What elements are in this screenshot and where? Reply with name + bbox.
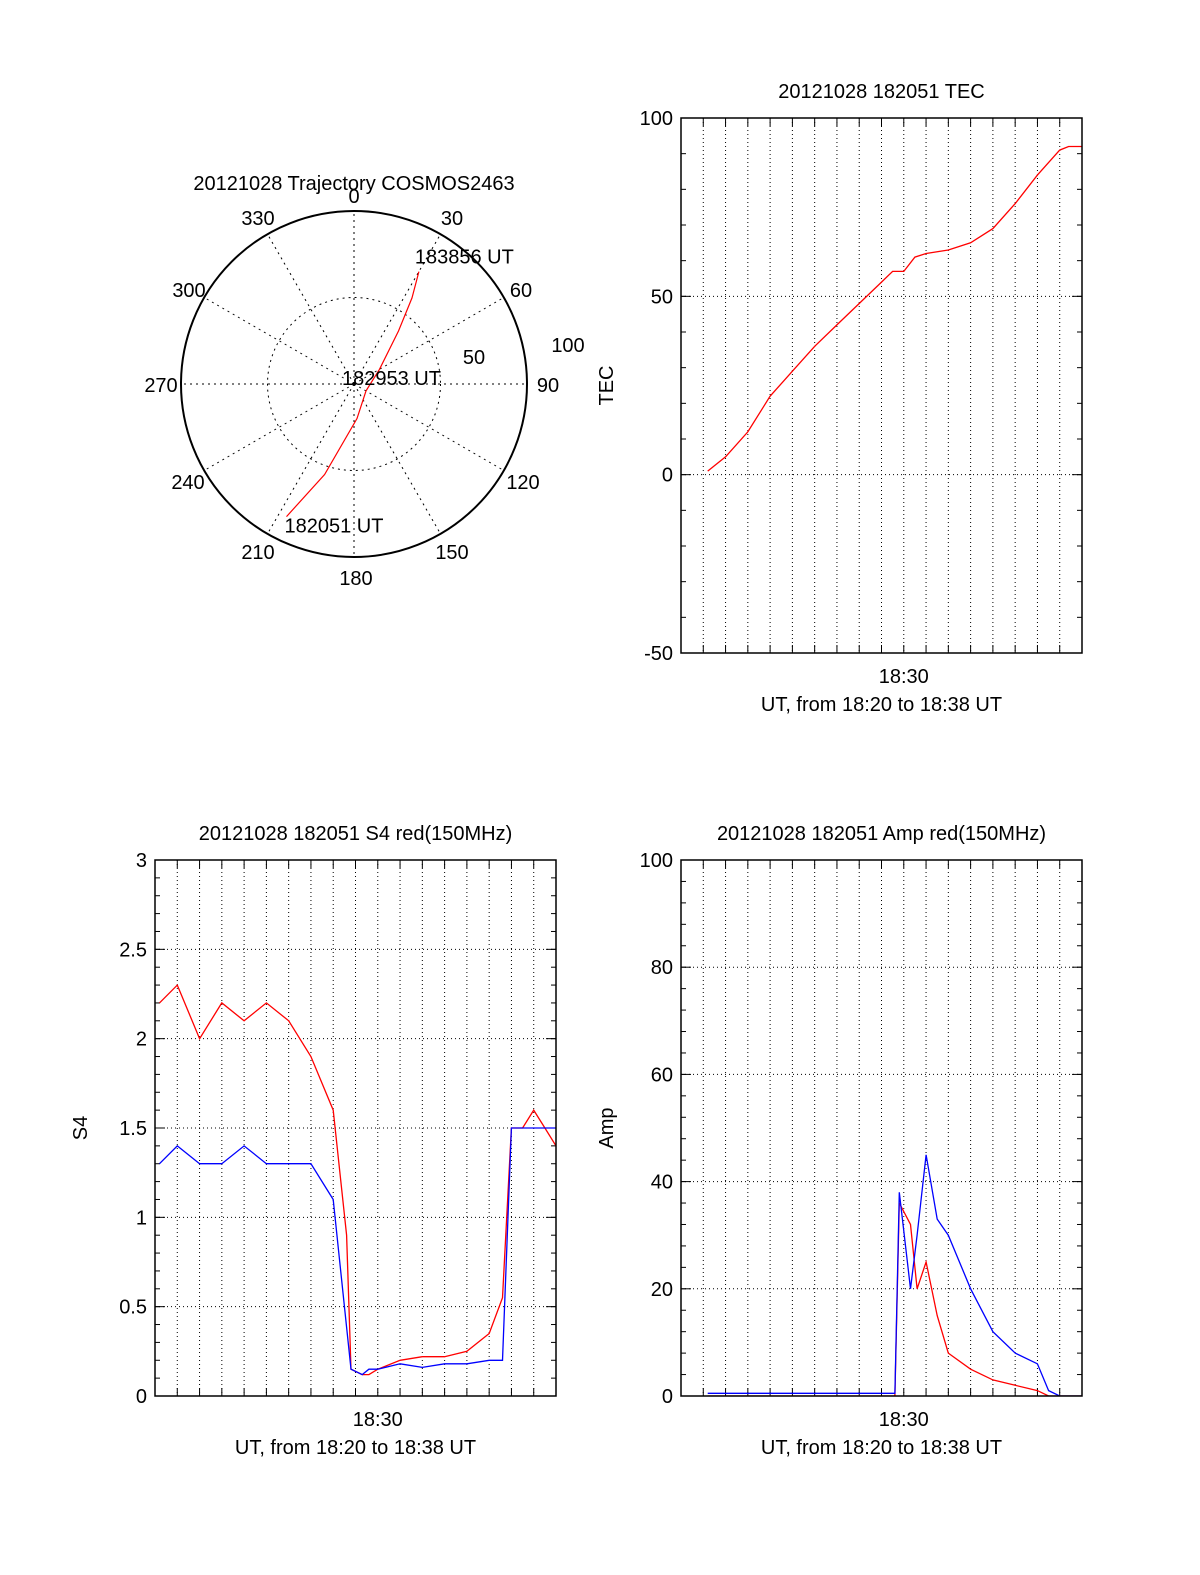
chart-title: 20121028 182051 Amp red(150MHz) bbox=[717, 823, 1046, 845]
tec-line bbox=[707, 145, 1082, 472]
y-tick-label: 50 bbox=[651, 286, 673, 308]
plot-frame bbox=[680, 117, 1083, 654]
polar-spoke bbox=[203, 297, 355, 385]
y-axis-label: S4 bbox=[70, 1116, 92, 1140]
polar-angle-label: 330 bbox=[241, 208, 274, 230]
y-tick-label: 0 bbox=[136, 1386, 147, 1408]
polar-angle-label: 0 bbox=[348, 186, 359, 208]
y-tick-label: 20 bbox=[651, 1279, 673, 1301]
x-axis-label: UT, from 18:20 to 18:38 UT bbox=[761, 694, 1002, 716]
y-axis-label: TEC bbox=[596, 366, 618, 406]
y-tick-label: 2 bbox=[136, 1029, 147, 1051]
tec-chart: 20121028 182051 TEC 100 50 0 -50 18:30 UT, fro… bbox=[596, 81, 1083, 716]
polar-spoke bbox=[203, 383, 355, 471]
red-series-line bbox=[707, 1202, 1082, 1396]
polar-spoke bbox=[353, 383, 441, 535]
s4-chart: 20121028 182051 S4 red(150MHz) 3 2.5 2 1.5 1 0… bbox=[70, 823, 557, 1459]
chart-title: 20121028 Trajectory COSMOS2463 bbox=[193, 173, 514, 195]
amp-chart: 20121028 182051 Amp red(150MHz) 100 80 60 40… bbox=[596, 823, 1083, 1459]
chart-title: 20121028 182051 TEC bbox=[778, 81, 984, 103]
polar-outer-circle bbox=[180, 210, 528, 558]
y-tick-label: 0 bbox=[662, 1386, 673, 1408]
y-tick-label: 2.5 bbox=[119, 939, 147, 961]
polar-angle-label: 90 bbox=[537, 375, 559, 397]
y-tick-label: 100 bbox=[640, 108, 673, 130]
y-tick-label: 60 bbox=[651, 1064, 673, 1086]
x-tick-label: 18:30 bbox=[879, 1409, 929, 1431]
polar-spoke bbox=[353, 297, 505, 385]
y-tick-label: 3 bbox=[136, 850, 147, 872]
trajectory-line bbox=[286, 271, 420, 518]
polar-radial-label: 50 bbox=[463, 347, 485, 369]
polar-spoke bbox=[353, 383, 505, 471]
y-axis-label: Amp bbox=[596, 1107, 618, 1148]
y-tick-label: 1.5 bbox=[119, 1118, 147, 1140]
y-tick-label: 0 bbox=[662, 465, 673, 487]
trajectory-annotation: 183856 UT bbox=[415, 247, 514, 269]
blue-series-line bbox=[707, 1154, 1082, 1396]
red-series-line bbox=[159, 983, 556, 1376]
polar-angle-label: 120 bbox=[506, 472, 539, 494]
trajectory-annotation: 182051 UT bbox=[284, 516, 383, 538]
chart-title: 20121028 182051 S4 red(150MHz) bbox=[199, 823, 513, 845]
polar-angle-label: 60 bbox=[510, 280, 532, 302]
trajectory-annotation: 182953 UT bbox=[342, 368, 441, 390]
polar-angle-label: 30 bbox=[441, 208, 463, 230]
polar-radial-label: 100 bbox=[551, 335, 584, 357]
polar-angle-label: 150 bbox=[435, 542, 468, 564]
polar-angle-label: 300 bbox=[172, 280, 205, 302]
polar-angle-label: 180 bbox=[339, 568, 372, 590]
x-tick-label: 18:30 bbox=[353, 1409, 403, 1431]
polar-grid-circle bbox=[267, 297, 441, 471]
blue-series-line bbox=[159, 1127, 556, 1376]
polar-spoke bbox=[267, 233, 355, 385]
y-tick-label: -50 bbox=[644, 643, 673, 665]
polar-spoke bbox=[267, 383, 355, 535]
plot-frame bbox=[154, 859, 557, 1397]
polar-angle-label: 210 bbox=[241, 542, 274, 564]
y-tick-label: 100 bbox=[640, 850, 673, 872]
y-tick-label: 80 bbox=[651, 957, 673, 979]
x-axis-label: UT, from 18:20 to 18:38 UT bbox=[761, 1437, 1002, 1459]
plot-frame bbox=[680, 859, 1083, 1397]
polar-angle-label: 270 bbox=[144, 375, 177, 397]
y-tick-label: 40 bbox=[651, 1172, 673, 1194]
polar-spoke bbox=[353, 233, 441, 385]
polar-angle-label: 240 bbox=[171, 472, 204, 494]
y-tick-label: 1 bbox=[136, 1207, 147, 1229]
x-tick-label: 18:30 bbox=[879, 666, 929, 688]
y-tick-label: 0.5 bbox=[119, 1297, 147, 1319]
x-axis-label: UT, from 18:20 to 18:38 UT bbox=[235, 1437, 476, 1459]
